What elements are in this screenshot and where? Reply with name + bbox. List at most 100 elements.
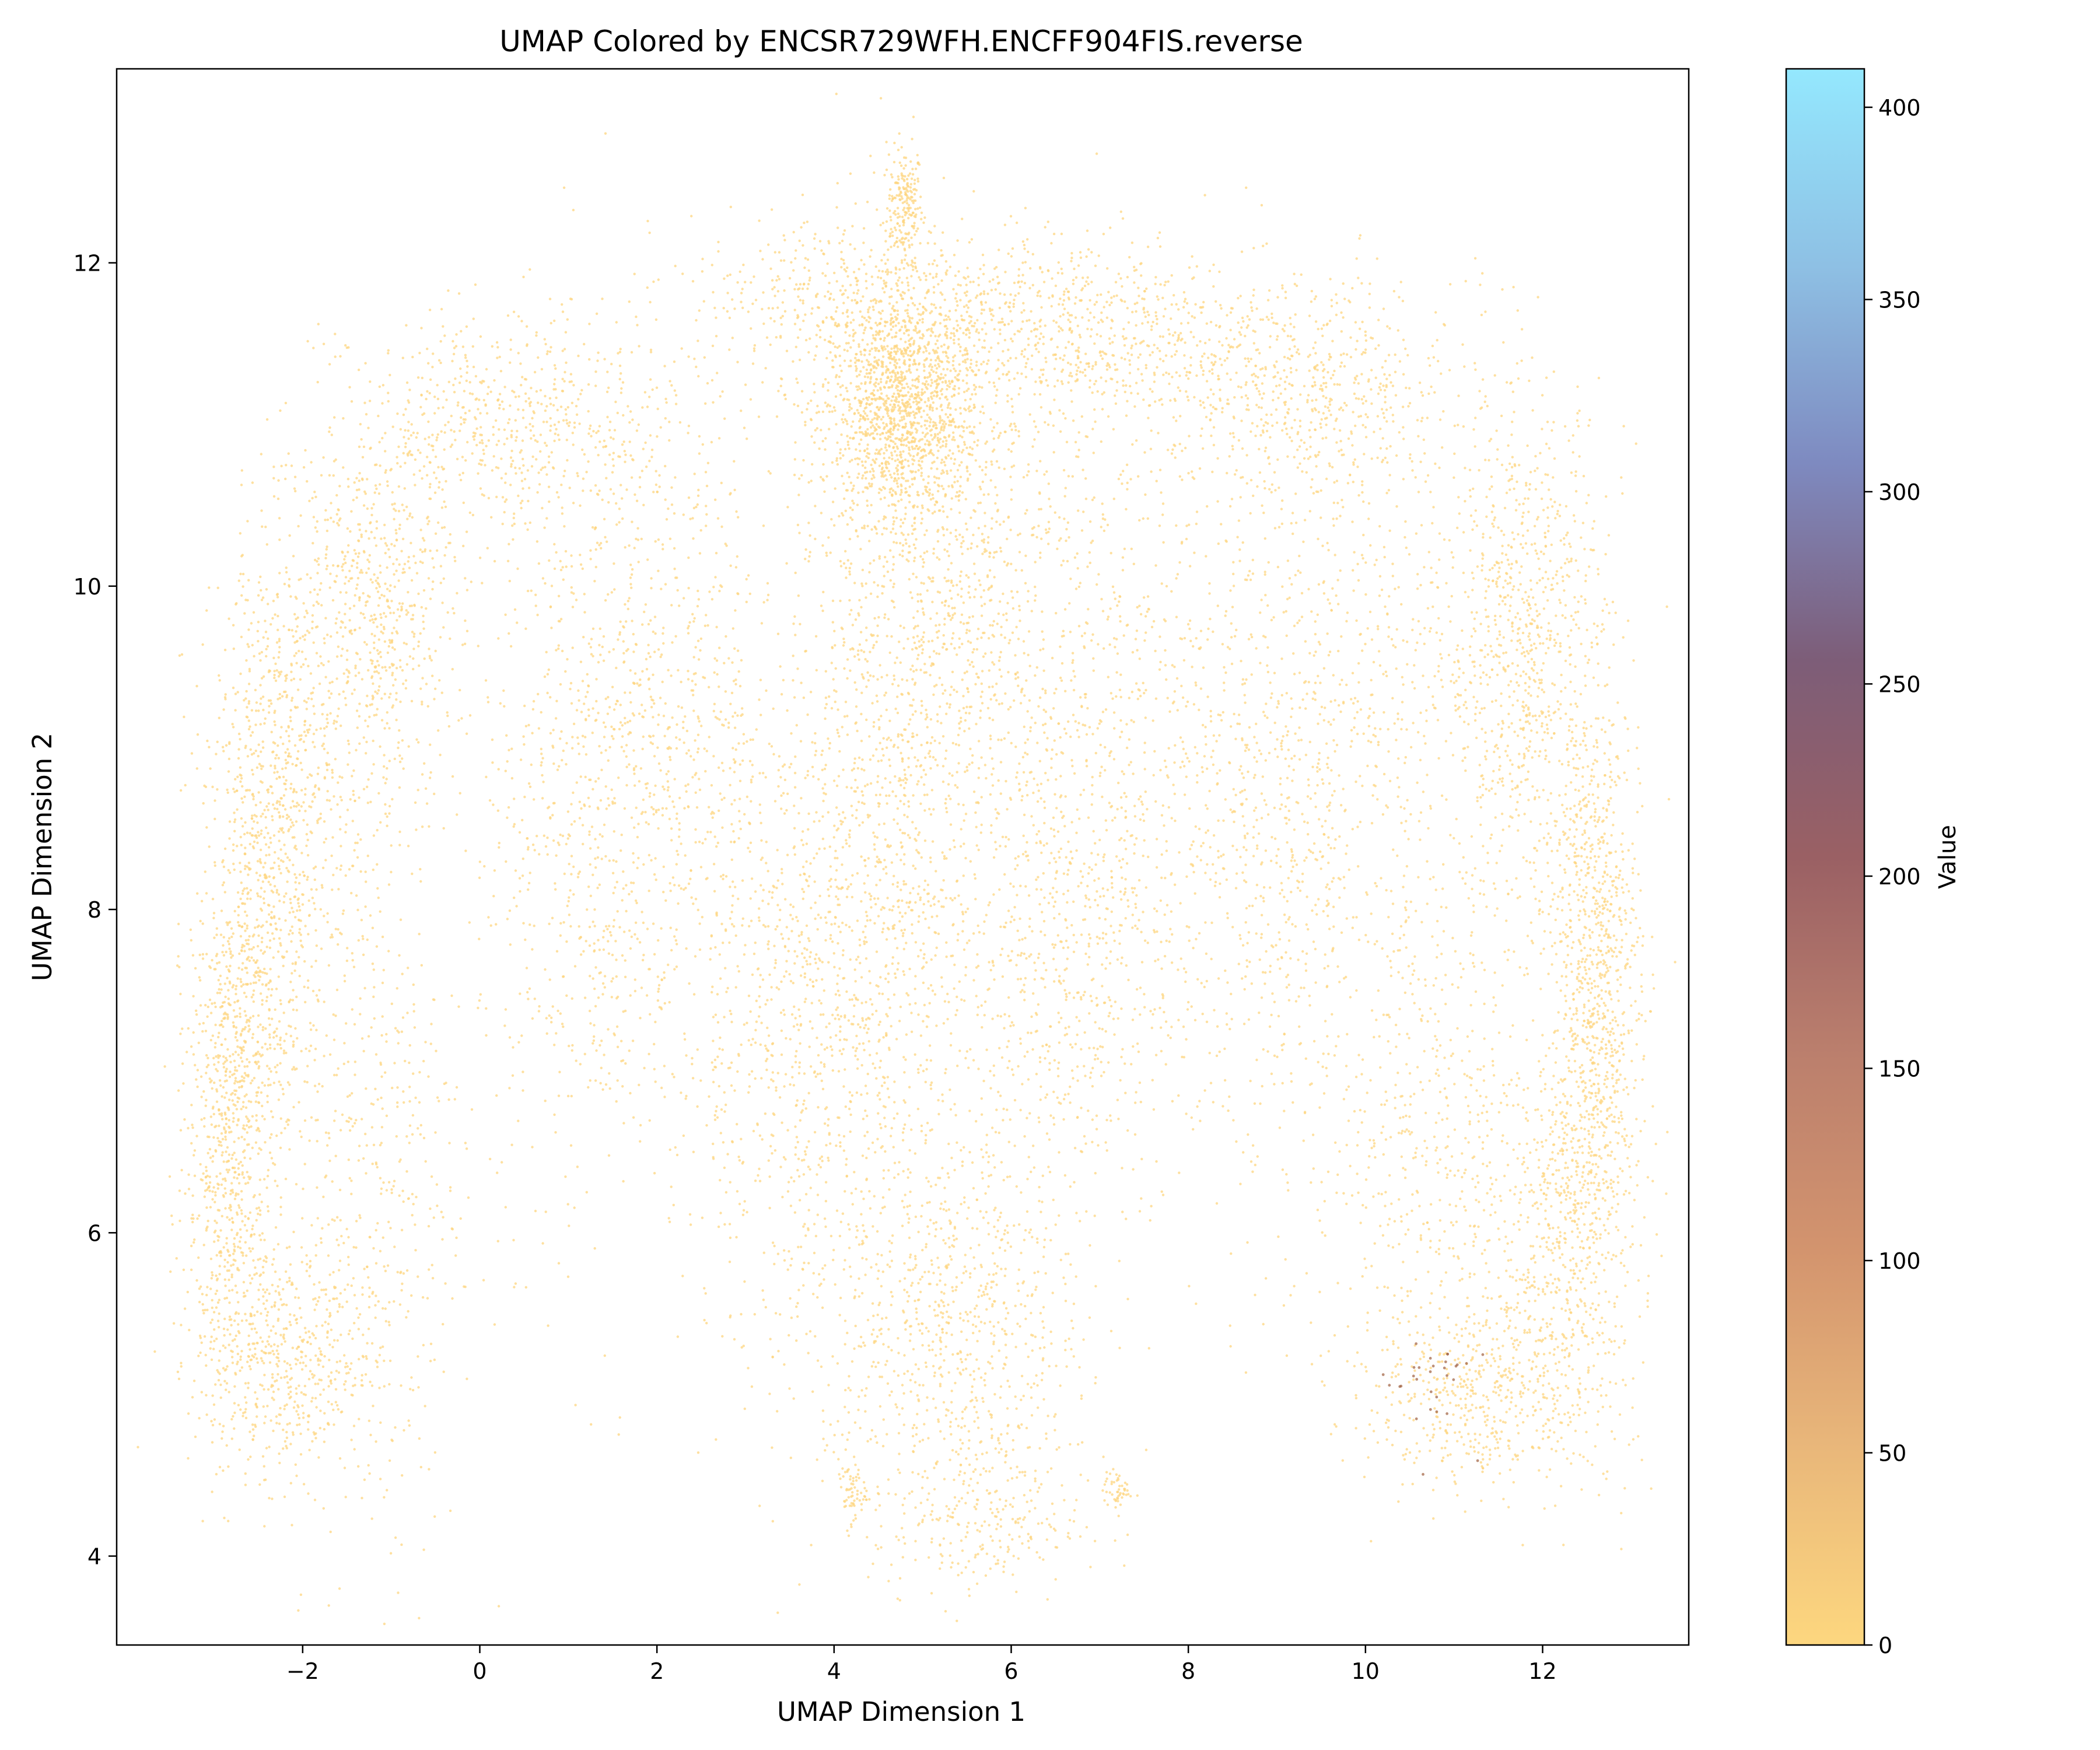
scatter-point (775, 279, 778, 282)
scatter-point (1363, 395, 1366, 398)
scatter-point (866, 471, 869, 474)
scatter-point (358, 472, 361, 475)
scatter-point (1210, 353, 1213, 356)
scatter-point (974, 373, 977, 376)
scatter-point (649, 348, 653, 351)
scatter-point (1212, 263, 1215, 267)
scatter-point (778, 278, 781, 281)
scatter-point (930, 433, 933, 437)
scatter-point (1178, 389, 1182, 393)
scatter-point (1011, 247, 1014, 250)
scatter-point (462, 544, 465, 548)
scatter-point (866, 343, 869, 346)
scatter-point (475, 427, 478, 430)
scatter-point (1135, 342, 1138, 345)
scatter-point (1364, 334, 1367, 337)
scatter-point (723, 277, 726, 280)
scatter-point (876, 324, 879, 327)
scatter-point (313, 1059, 316, 1062)
scatter-point (1276, 421, 1279, 424)
scatter-point (1358, 327, 1362, 330)
scatter-point (836, 463, 839, 466)
scatter-point (302, 818, 305, 822)
scatter-point (1240, 326, 1243, 329)
scatter-point (729, 273, 732, 276)
scatter-point (964, 353, 967, 356)
scatter-point (512, 310, 516, 313)
scatter-point (321, 866, 325, 870)
scatter-point (1360, 398, 1363, 401)
scatter-point (288, 578, 291, 581)
scatter-point (1321, 437, 1324, 440)
scatter-point (935, 306, 937, 309)
scatter-point (884, 270, 888, 274)
scatter-point (1107, 415, 1110, 418)
scatter-point (719, 395, 722, 398)
scatter-point (524, 378, 528, 381)
scatter-point (936, 444, 939, 447)
scatter-point (352, 559, 355, 562)
scatter-point (870, 368, 873, 371)
scatter-point (1198, 467, 1202, 470)
scatter-point (797, 295, 800, 298)
scatter-point (1322, 395, 1325, 398)
scatter-point (1213, 354, 1216, 357)
scatter-point (378, 685, 381, 688)
scatter-point (1002, 373, 1005, 376)
scatter-point (397, 485, 401, 488)
scatter-point (839, 289, 842, 292)
scatter-point (878, 464, 881, 467)
scatter-point (608, 421, 612, 424)
scatter-point (363, 640, 366, 644)
scatter-point (1185, 390, 1188, 393)
scatter-point (270, 841, 272, 844)
scatter-point (1295, 351, 1298, 354)
scatter-point (357, 539, 360, 542)
scatter-point (535, 331, 538, 334)
scatter-point (328, 586, 331, 589)
scatter-point (1128, 372, 1132, 374)
scatter-point (736, 281, 739, 284)
scatter-point (918, 460, 921, 463)
scatter-point (761, 307, 764, 311)
scatter-point (295, 805, 298, 808)
scatter-point (421, 703, 424, 706)
scatter-point (1089, 312, 1092, 314)
scatter-point (1461, 343, 1464, 346)
scatter-point (463, 390, 466, 393)
scatter-point (892, 392, 895, 396)
scatter-point (855, 353, 858, 356)
scatter-point (972, 432, 975, 435)
scatter-point (901, 386, 904, 390)
scatter-point (929, 498, 933, 501)
scatter-point (866, 499, 869, 502)
scatter-point (890, 347, 893, 350)
scatter-point (900, 488, 903, 492)
scatter-point (1329, 278, 1332, 281)
scatter-point (402, 509, 405, 512)
scatter-point (1021, 274, 1024, 276)
scatter-point (793, 309, 796, 312)
scatter-point (1156, 346, 1159, 350)
scatter-point (373, 537, 376, 540)
scatter-point (910, 275, 913, 278)
scatter-point (872, 474, 875, 477)
scatter-point (373, 670, 376, 673)
scatter-point (1261, 318, 1265, 321)
scatter-point (752, 275, 755, 278)
scatter-point (979, 410, 982, 414)
scatter-point (1028, 318, 1031, 321)
scatter-point (1414, 476, 1417, 479)
scatter-point (351, 820, 354, 822)
scatter-point (456, 592, 459, 595)
scatter-point (928, 262, 930, 266)
scatter-point (1303, 441, 1306, 444)
scatter-point (1328, 462, 1331, 465)
scatter-point (844, 509, 848, 512)
scatter-point (1481, 272, 1484, 275)
scatter-point (1384, 396, 1387, 398)
scatter-point (619, 348, 622, 351)
scatter-point (468, 511, 471, 514)
scatter-point (884, 408, 887, 411)
scatter-point (373, 613, 376, 617)
